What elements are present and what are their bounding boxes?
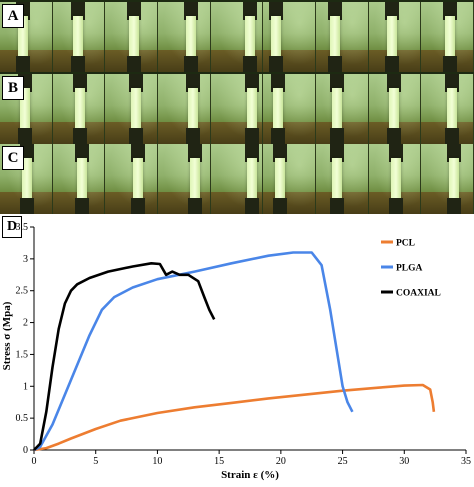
test-photo-frame bbox=[52, 144, 106, 214]
test-photo-frame bbox=[210, 74, 264, 144]
x-tick-label: 35 bbox=[461, 456, 471, 467]
y-tick-label: 1.5 bbox=[16, 349, 29, 360]
test-photo-frame bbox=[263, 74, 317, 144]
y-tick-label: 1 bbox=[23, 381, 28, 392]
test-photo-frame bbox=[421, 74, 474, 144]
test-photo-frame bbox=[210, 2, 264, 72]
x-tick-label: 30 bbox=[399, 456, 409, 467]
test-photo-frame bbox=[105, 144, 159, 214]
x-axis-label: Strain ε (%) bbox=[221, 469, 279, 481]
test-photo-frame bbox=[52, 2, 106, 72]
photo-row-c bbox=[0, 144, 474, 214]
test-photo-frame bbox=[316, 2, 369, 72]
test-photo-frame bbox=[316, 144, 369, 214]
test-photo-frame bbox=[368, 2, 422, 72]
y-tick-label: 0 bbox=[23, 445, 28, 456]
test-photo-frame bbox=[158, 2, 211, 72]
stress-strain-chart-panel: D 0 5 10 15 20 25 30 35 0 0.5 1 1.5 2 2.5 3 3.5 PCL PLGA… bbox=[0, 216, 474, 482]
series-line-coaxial bbox=[33, 262, 216, 451]
test-photo-frame bbox=[52, 74, 106, 144]
tensile-test-photo-grid: A B C bbox=[0, 0, 474, 214]
y-tick-label: 2.5 bbox=[16, 286, 29, 297]
photo-row-b bbox=[0, 74, 474, 144]
x-tick-label: 10 bbox=[152, 456, 162, 467]
y-axis-label: Stress σ (Mpa) bbox=[1, 301, 13, 370]
panel-label-d: D bbox=[2, 216, 22, 238]
test-photo-frame bbox=[105, 2, 159, 72]
test-photo-frame bbox=[421, 144, 474, 214]
test-photo-frame bbox=[158, 144, 211, 214]
series-line-pcl bbox=[33, 383, 436, 452]
test-photo-frame bbox=[158, 74, 211, 144]
test-photo-frame bbox=[368, 144, 422, 214]
test-photo-frame bbox=[263, 2, 317, 72]
panel-label-a: A bbox=[2, 4, 24, 28]
test-photo-frame bbox=[0, 74, 53, 144]
test-photo-frame bbox=[263, 144, 317, 214]
legend-label-coaxial: COAXIAL bbox=[396, 289, 441, 299]
legend-label-plga: PLGA bbox=[396, 264, 423, 274]
panel-label-c: C bbox=[2, 146, 24, 170]
test-photo-frame bbox=[105, 74, 159, 144]
series-line-plga bbox=[33, 251, 354, 452]
chart-legend: PCL PLGA COAXIAL bbox=[381, 239, 441, 299]
x-tick-label: 20 bbox=[276, 456, 286, 467]
test-photo-frame bbox=[421, 2, 474, 72]
x-tick-label: 5 bbox=[93, 456, 98, 467]
photo-row-a bbox=[0, 2, 474, 72]
y-tick-label: 0.5 bbox=[16, 413, 29, 424]
test-photo-frame bbox=[368, 74, 422, 144]
test-photo-frame bbox=[316, 74, 369, 144]
x-tick-label: 0 bbox=[32, 456, 37, 467]
chart-series-layer bbox=[33, 251, 436, 452]
test-photo-frame bbox=[210, 144, 264, 214]
y-tick-label: 2 bbox=[23, 318, 28, 329]
y-tick-label: 3 bbox=[23, 254, 28, 265]
panel-label-b: B bbox=[2, 76, 24, 100]
legend-label-pcl: PCL bbox=[396, 239, 415, 249]
x-tick-label: 25 bbox=[338, 456, 348, 467]
x-tick-label: 15 bbox=[214, 456, 224, 467]
